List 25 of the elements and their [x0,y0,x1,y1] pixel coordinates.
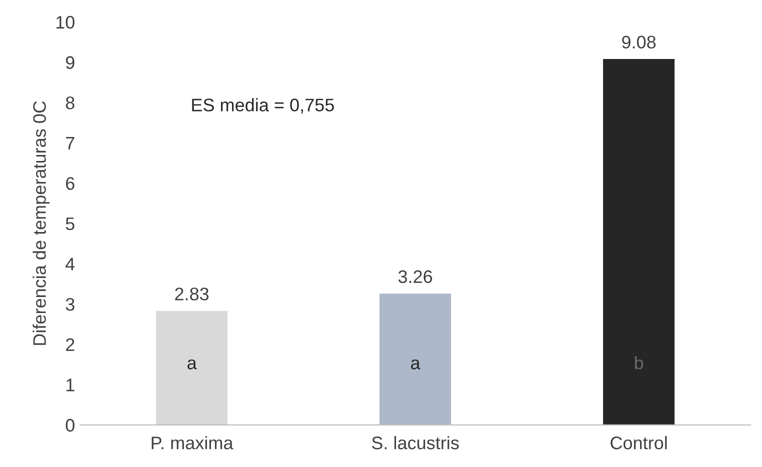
x-tick-label: S. lacustris [372,436,459,450]
y-tick-label: 5 [66,218,74,230]
y-tick-label: 2 [66,338,74,351]
annotation: a [411,359,420,370]
y-tick-label: 4 [66,258,75,270]
data-label: 3.26 [398,270,432,284]
bar [156,310,228,425]
y-tick-label: 8 [66,96,74,110]
y-tick-label: 1 [66,378,74,392]
x-tick-label: P. maxima [152,436,234,450]
annotation: ES media = 0,755 [192,98,334,114]
y-tick-label: 10 [56,16,74,29]
bar [380,294,452,425]
y-tick-label: 6 [66,177,74,190]
annotation: a [188,359,197,370]
y-axis-title: Diferencia de temperaturas 0C [32,101,50,345]
y-tick-label: 3 [66,298,74,311]
data-label: 9.08 [622,36,656,49]
annotation: b [634,356,644,370]
y-tick-label: 0 [66,418,74,432]
bar [603,59,675,425]
data-label: 2.83 [175,288,209,300]
y-tick-label: 9 [66,56,74,69]
x-tick-label: Control [610,436,667,450]
y-tick-label: 7 [66,136,74,150]
